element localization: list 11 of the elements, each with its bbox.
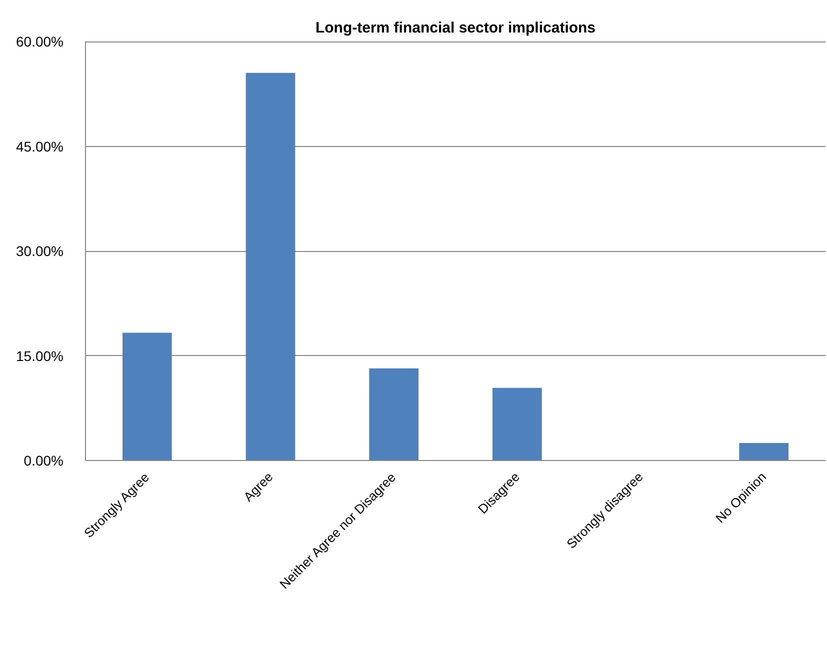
y-tick-label: 60.00% bbox=[16, 34, 64, 50]
y-tick-label: 15.00% bbox=[16, 348, 64, 364]
bar bbox=[739, 443, 788, 460]
chart-title: Long-term financial sector implications bbox=[315, 20, 596, 36]
y-tick-label: 30.00% bbox=[16, 243, 64, 259]
bar bbox=[369, 368, 418, 460]
y-tick-label: 0.00% bbox=[24, 452, 64, 468]
bar bbox=[122, 332, 172, 460]
bar bbox=[246, 72, 296, 460]
y-tick-label: 45.00% bbox=[16, 138, 64, 154]
bar bbox=[492, 388, 542, 460]
